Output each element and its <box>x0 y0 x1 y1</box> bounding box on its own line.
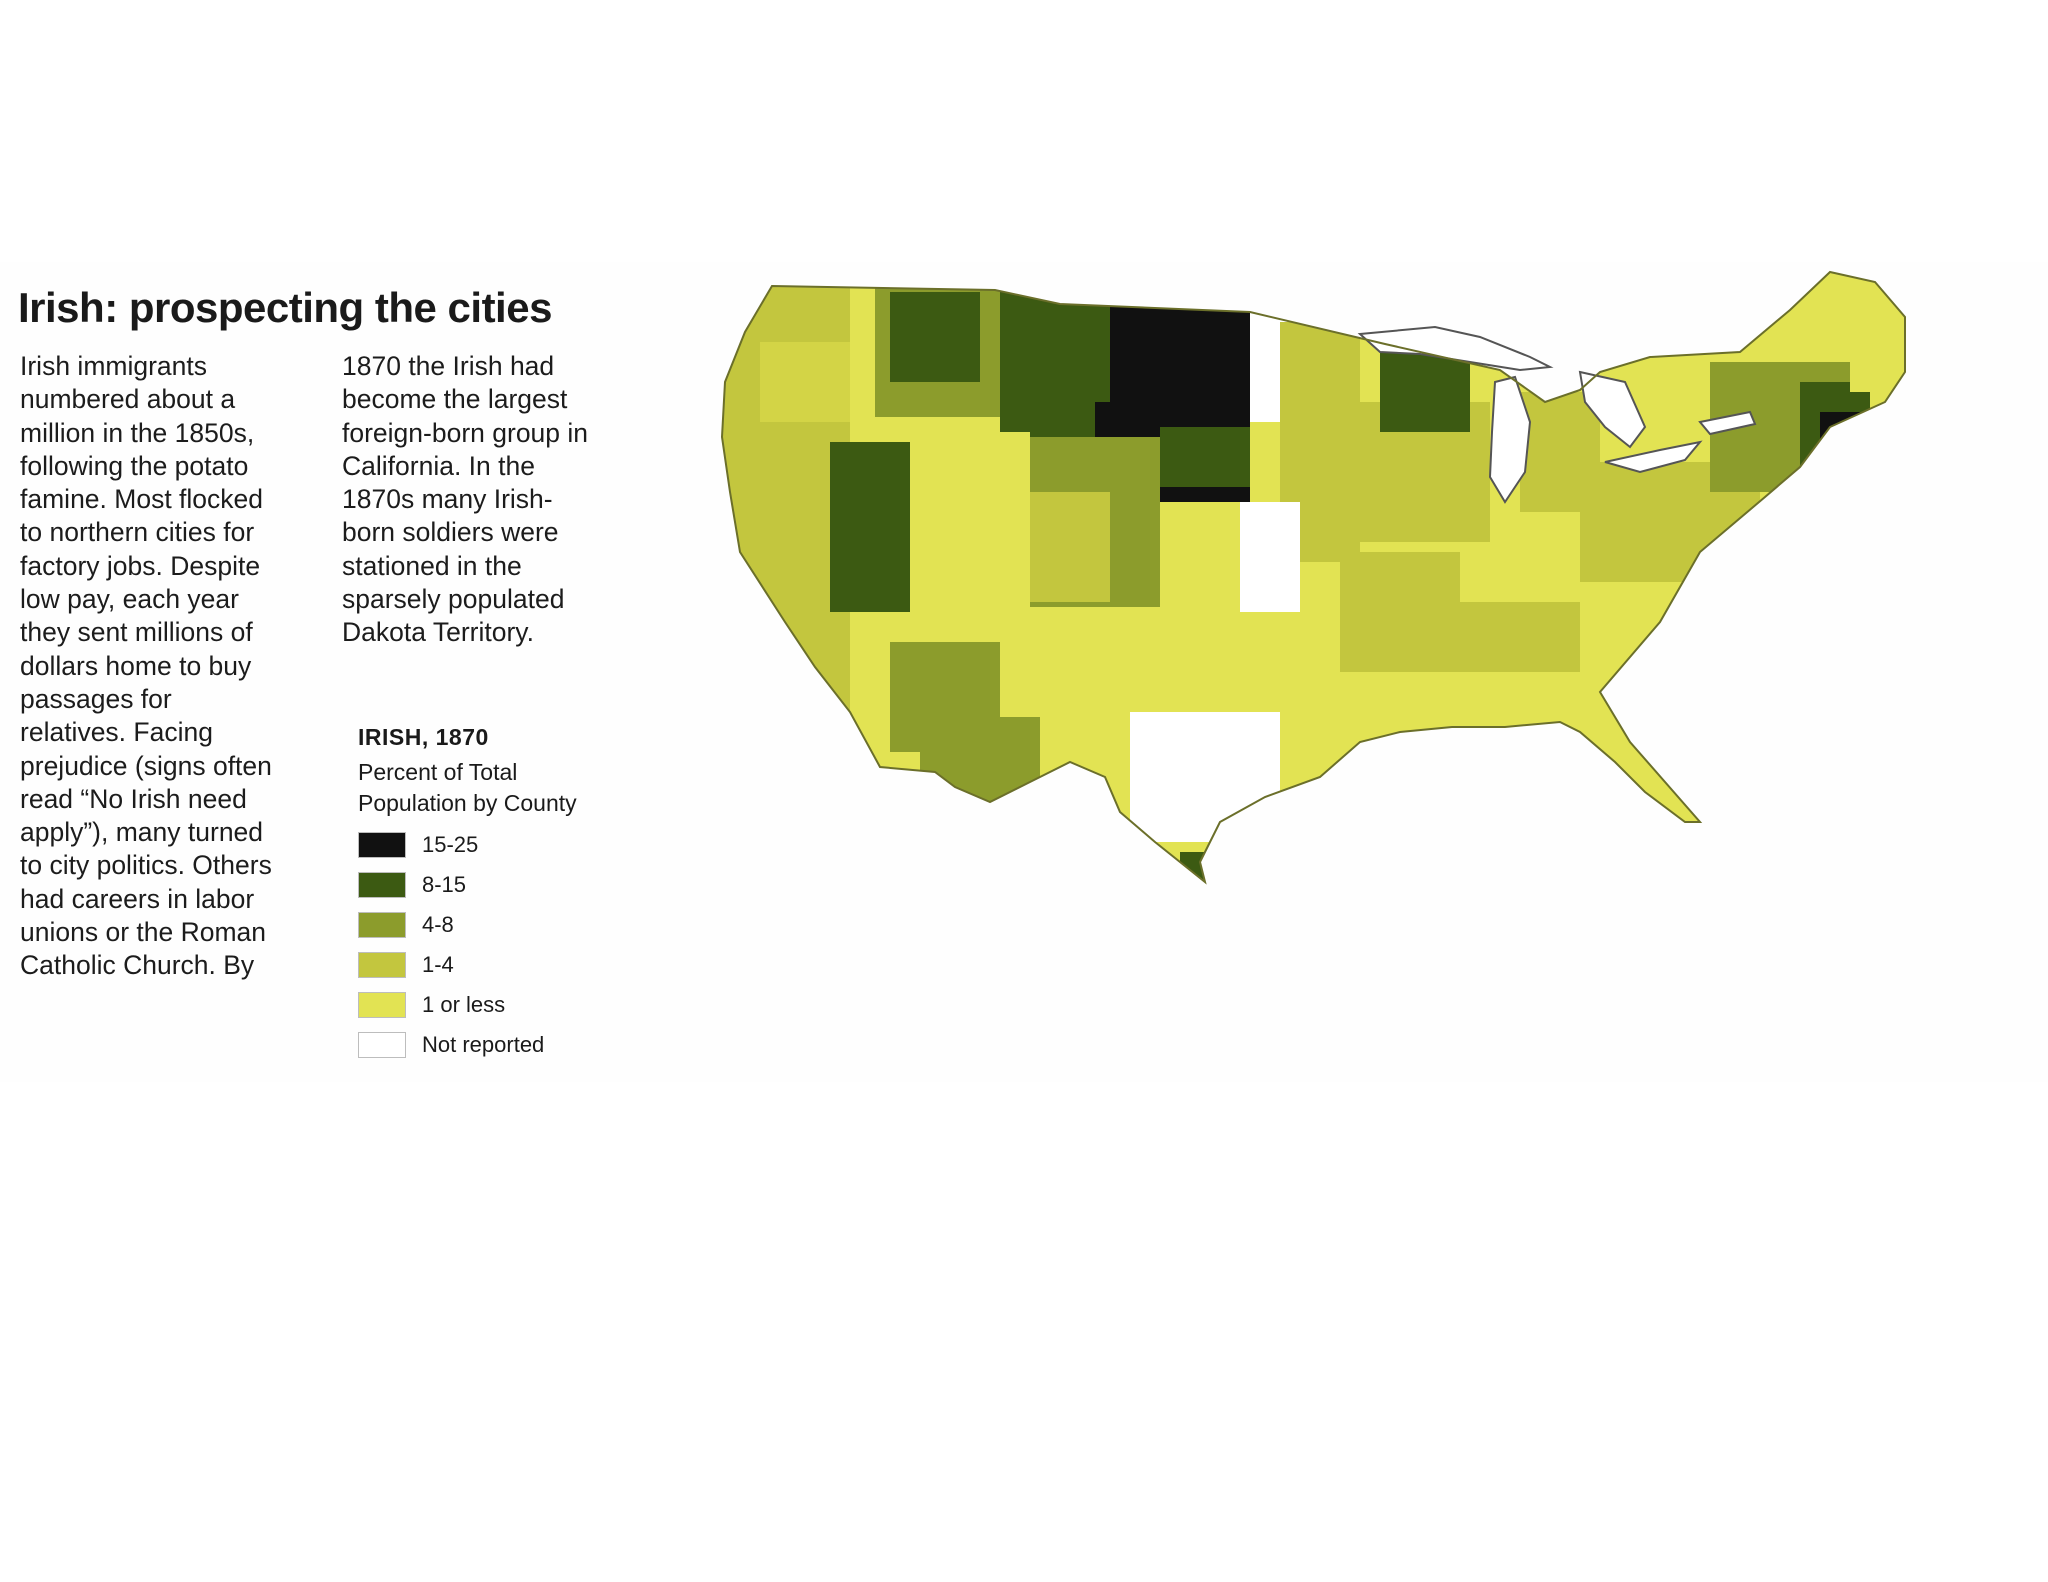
legend-label: Not reported <box>422 1032 545 1057</box>
region-kansas-unreported <box>1240 502 1300 612</box>
legend-item-1-or-less: 1 or less <box>358 985 648 1025</box>
region-oregon-interior <box>760 342 850 422</box>
region-kentucky <box>1460 602 1580 672</box>
region-new-england-cities <box>1800 382 1870 502</box>
legend-label: 1-4 <box>422 952 454 977</box>
legend-item-15-25: 15-25 <box>358 825 648 865</box>
map-legend: IRISH, 1870 Percent of Total Population … <box>358 724 648 1065</box>
legend-item-4-8: 4-8 <box>358 905 648 945</box>
legend-swatch <box>358 952 406 978</box>
page-title: Irish: prospecting the cities <box>18 284 552 331</box>
body-text-column-2: 1870 the Irish had become the largest fo… <box>342 351 589 648</box>
region-maine <box>1850 282 1905 392</box>
legend-label: 8-15 <box>422 872 467 897</box>
region-montana <box>890 292 980 382</box>
body-text-column-1: Irish immigrants numbered about a millio… <box>20 351 272 981</box>
legend-swatch <box>358 992 406 1018</box>
lake-erie <box>1604 440 1703 474</box>
map-fill-group <box>722 272 1905 882</box>
lake-huron <box>1578 370 1647 449</box>
legend-swatch <box>358 832 406 858</box>
legend-title: IRISH, 1870 <box>358 724 489 750</box>
legend-label: 1 or less <box>422 992 506 1017</box>
legend-item-8-15: 8-15 <box>358 865 648 905</box>
legend-swatch <box>358 912 406 938</box>
legend-label: 4-8 <box>422 912 454 937</box>
legend-swatch <box>358 872 406 898</box>
region-texas-west <box>1180 852 1270 882</box>
legend-label: 15-25 <box>422 832 479 857</box>
legend-subtitle: Percent of Total Population by County <box>358 759 577 816</box>
us-choropleth-map <box>720 270 1906 885</box>
region-texas-panhandle <box>1040 717 1130 837</box>
lake-ontario <box>1698 410 1757 436</box>
region-utah <box>920 437 1030 612</box>
region-new-mexico <box>920 717 1040 837</box>
legend-item-not-reported: Not reported <box>358 1025 648 1065</box>
region-colorado-east <box>1030 492 1110 602</box>
lake-superior <box>1357 325 1554 372</box>
region-nevada <box>830 442 910 612</box>
region-missouri <box>1340 552 1460 672</box>
us-outline <box>720 270 1906 885</box>
legend-item-1-4: 1-4 <box>358 945 648 985</box>
region-nebraska-north <box>1160 427 1250 487</box>
legend-swatch <box>358 1032 406 1058</box>
region-indian-territory <box>1130 712 1280 842</box>
lake-michigan <box>1488 375 1532 504</box>
